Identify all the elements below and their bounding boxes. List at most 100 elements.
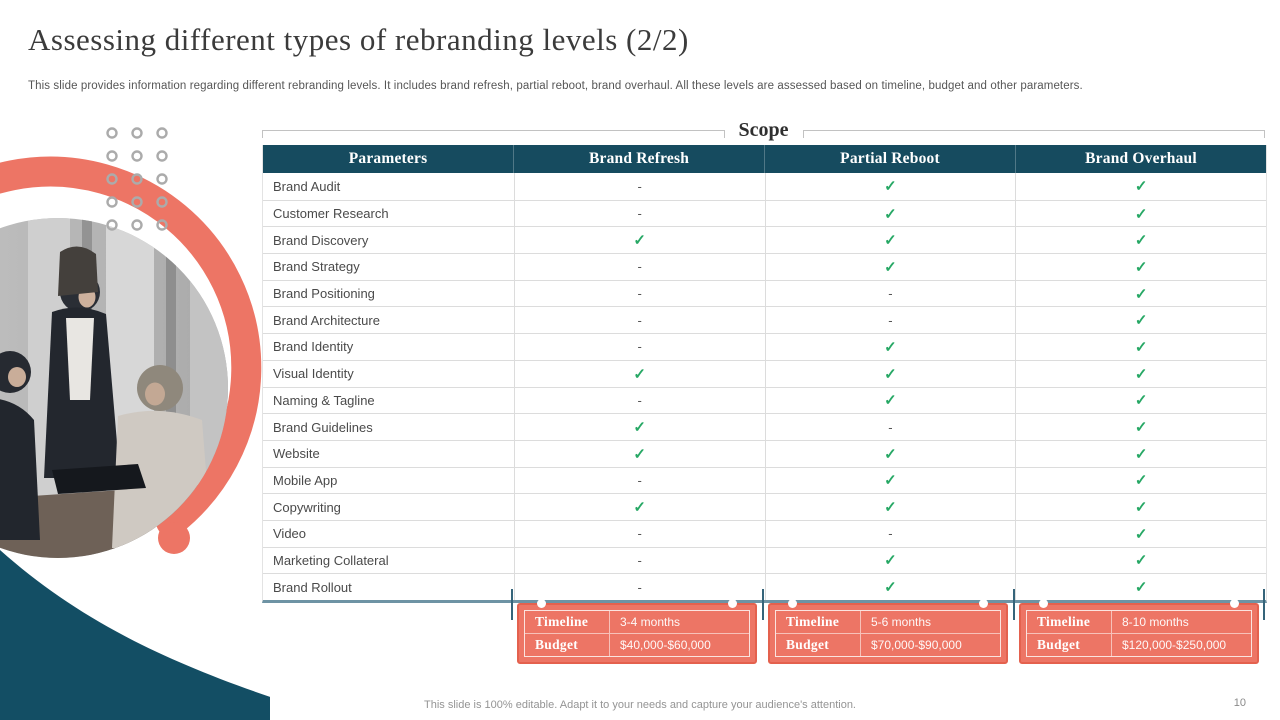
- table-row: Brand Discovery ✓ ✓ ✓: [263, 226, 1266, 254]
- info-label: Timeline: [776, 611, 860, 633]
- table-row: Copywriting ✓ ✓ ✓: [263, 493, 1266, 520]
- scope-header: Scope: [262, 117, 1265, 143]
- info-box-grid: Timeline 5-6 months Budget $70,000-$90,000: [775, 610, 1001, 657]
- coral-arc: [0, 156, 262, 537]
- check-mark: ✓: [764, 360, 1016, 387]
- dash-mark: -: [764, 520, 1016, 547]
- pin-icon: [979, 599, 988, 608]
- check-mark: ✓: [1015, 440, 1266, 467]
- row-label: Website: [273, 446, 320, 462]
- check-mark: ✓: [764, 440, 1016, 467]
- footer-note: This slide is 100% editable. Adapt it to…: [424, 699, 856, 711]
- scope-bracket-right: [802, 129, 1265, 138]
- check-mark: ✓: [764, 200, 1016, 227]
- row-label: Marketing Collateral: [273, 552, 389, 568]
- info-label: Budget: [776, 634, 860, 656]
- check-mark: ✓: [1015, 467, 1266, 494]
- dash-mark: -: [513, 574, 765, 600]
- table-row: Customer Research - ✓ ✓: [263, 199, 1266, 227]
- row-label: Customer Research: [273, 206, 389, 222]
- page-title: Assessing different types of rebranding …: [28, 22, 689, 57]
- dash-mark: -: [513, 334, 765, 360]
- info-value: 5-6 months: [861, 611, 1000, 633]
- column-header: Parameters: [348, 150, 428, 167]
- row-label: Brand Discovery: [273, 232, 369, 248]
- table-row: Brand Rollout - ✓ ✓: [263, 573, 1266, 600]
- dash-mark: -: [764, 280, 1016, 307]
- table-row: Brand Audit - ✓ ✓: [263, 173, 1266, 200]
- column-tick: [762, 589, 764, 620]
- row-label: Video: [273, 526, 307, 542]
- row-label: Mobile App: [273, 472, 338, 488]
- dash-mark: -: [513, 280, 765, 307]
- column-header: Brand Overhaul: [1015, 145, 1266, 173]
- row-label: Brand Identity: [273, 339, 354, 355]
- row-label: Brand Rollout: [273, 579, 352, 595]
- dash-mark: -: [513, 520, 765, 547]
- info-label: Budget: [525, 634, 609, 656]
- check-mark: ✓: [764, 254, 1016, 280]
- check-mark: ✓: [764, 494, 1016, 520]
- check-mark: ✓: [1015, 307, 1266, 334]
- table-row: Visual Identity ✓ ✓ ✓: [263, 359, 1266, 387]
- row-label: Brand Positioning: [273, 286, 375, 302]
- check-mark: ✓: [513, 227, 765, 254]
- check-mark: ✓: [764, 547, 1016, 574]
- info-value: 3-4 months: [610, 611, 749, 633]
- table-row: Brand Strategy - ✓ ✓: [263, 253, 1266, 280]
- teal-corner-wedge: [0, 550, 270, 720]
- row-label: Visual Identity: [273, 366, 354, 382]
- row-label: Brand Architecture: [273, 312, 380, 328]
- table-row: Brand Positioning - - ✓: [263, 279, 1266, 307]
- info-label: Timeline: [1027, 611, 1111, 633]
- table-row: Video - - ✓: [263, 519, 1266, 547]
- column-tick: [511, 589, 513, 620]
- scope-label: Scope: [738, 118, 789, 141]
- info-value: $120,000-$250,000: [1112, 634, 1251, 656]
- table-row: Brand Guidelines ✓ - ✓: [263, 413, 1266, 440]
- info-value: 8-10 months: [1112, 611, 1251, 633]
- row-label: Brand Strategy: [273, 259, 360, 275]
- pin-icon: [537, 599, 546, 608]
- check-mark: ✓: [513, 360, 765, 387]
- column-tick: [1013, 589, 1015, 620]
- table-row: Marketing Collateral - ✓ ✓: [263, 546, 1266, 574]
- table-body: Brand Audit - ✓ ✓ Customer Research - ✓ ✓ Brand …: [263, 173, 1266, 600]
- check-mark: ✓: [1015, 280, 1266, 307]
- column-header: Brand Refresh: [513, 145, 764, 173]
- check-mark: ✓: [1015, 520, 1266, 547]
- table-row: Website ✓ ✓ ✓: [263, 439, 1266, 467]
- info-value: $70,000-$90,000: [861, 634, 1000, 656]
- page-number: 10: [1233, 697, 1246, 709]
- slide-subtitle: This slide provides information regardin…: [28, 80, 1083, 92]
- row-label: Naming & Tagline: [273, 392, 375, 408]
- left-decoration-graphic: [0, 127, 270, 720]
- check-mark: ✓: [1015, 414, 1266, 440]
- check-mark: ✓: [764, 334, 1016, 360]
- pin-icon: [1039, 599, 1048, 608]
- check-mark: ✓: [1015, 387, 1266, 414]
- pin-icon: [728, 599, 737, 608]
- check-mark: ✓: [513, 414, 765, 440]
- table-row: Brand Architecture - - ✓: [263, 306, 1266, 334]
- info-box-grid: Timeline 3-4 months Budget $40,000-$60,000: [524, 610, 750, 657]
- dot-grid: [106, 127, 168, 231]
- check-mark: ✓: [513, 494, 765, 520]
- check-mark: ✓: [1015, 173, 1266, 200]
- dash-mark: -: [513, 387, 765, 414]
- info-box-brand-refresh: Timeline 3-4 months Budget $40,000-$60,000: [517, 599, 757, 664]
- row-label: Brand Audit: [273, 178, 341, 194]
- info-box-partial-reboot: Timeline 5-6 months Budget $70,000-$90,000: [768, 599, 1008, 664]
- column-tick: [1263, 589, 1265, 620]
- info-label: Timeline: [525, 611, 609, 633]
- check-mark: ✓: [1015, 334, 1266, 360]
- check-mark: ✓: [1015, 254, 1266, 280]
- pin-icon: [788, 599, 797, 608]
- table-header-row: Parameters Brand Refresh Partial Reboot Bra…: [263, 145, 1266, 173]
- check-mark: ✓: [1015, 574, 1266, 600]
- info-value: $40,000-$60,000: [610, 634, 749, 656]
- check-mark: ✓: [764, 574, 1016, 600]
- scope-bracket-left: [262, 129, 725, 138]
- check-mark: ✓: [1015, 200, 1266, 227]
- table-row: Naming & Tagline - ✓ ✓: [263, 386, 1266, 414]
